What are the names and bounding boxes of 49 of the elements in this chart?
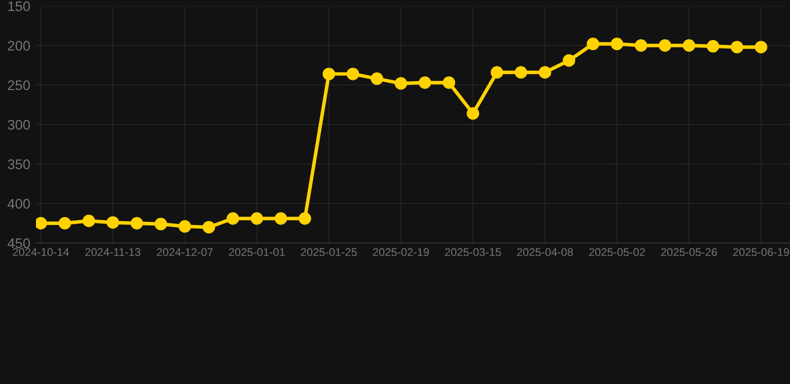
point	[562, 54, 576, 67]
point	[154, 218, 168, 230]
point	[514, 66, 528, 79]
point	[202, 220, 216, 234]
x-tick-label: 2025-04-08	[517, 248, 573, 256]
y-tick-label: 250	[8, 80, 30, 90]
point	[394, 77, 408, 90]
point	[754, 40, 768, 54]
point	[346, 68, 360, 80]
x-tick-label: 2024-12-07	[156, 248, 213, 256]
x-tick-label: 2025-01-01	[229, 248, 285, 256]
x-tick-label: 2025-02-19	[373, 248, 429, 256]
point	[538, 66, 552, 79]
x-tick-label: 2025-06-19	[733, 248, 789, 256]
point	[682, 39, 696, 52]
x-tick-label: 2025-05-02	[589, 248, 645, 256]
x-tick-label: 2024-10-14	[12, 248, 69, 256]
point	[730, 40, 744, 54]
point	[634, 39, 648, 52]
point	[586, 38, 600, 50]
point	[706, 40, 720, 53]
y-tick-label: 200	[8, 40, 30, 51]
point	[298, 212, 312, 225]
point	[418, 76, 432, 89]
y-tick-label: 400	[8, 198, 30, 209]
point	[130, 217, 144, 230]
point	[36, 217, 48, 230]
point	[466, 107, 480, 120]
y-tick-label: 350	[8, 159, 30, 170]
point	[370, 72, 384, 85]
point	[610, 38, 624, 50]
x-tick-label: 2024-11-13	[85, 248, 140, 256]
y-tick-label: 450	[8, 238, 30, 248]
point	[658, 39, 672, 52]
y-tick-label: 300	[8, 120, 30, 130]
point	[82, 214, 96, 228]
point	[106, 216, 120, 229]
point	[490, 66, 504, 79]
x-tick-label: 2025-03-15	[445, 248, 501, 256]
point	[226, 212, 240, 225]
point	[322, 68, 336, 80]
x-tick-label: 2025-05-26	[661, 248, 717, 256]
point	[250, 212, 264, 225]
point	[274, 212, 288, 225]
point	[178, 220, 192, 233]
point	[58, 217, 72, 230]
point	[442, 76, 456, 89]
x-tick-label: 2025-01-25	[301, 248, 357, 256]
y-tick-label: 150	[8, 1, 30, 12]
